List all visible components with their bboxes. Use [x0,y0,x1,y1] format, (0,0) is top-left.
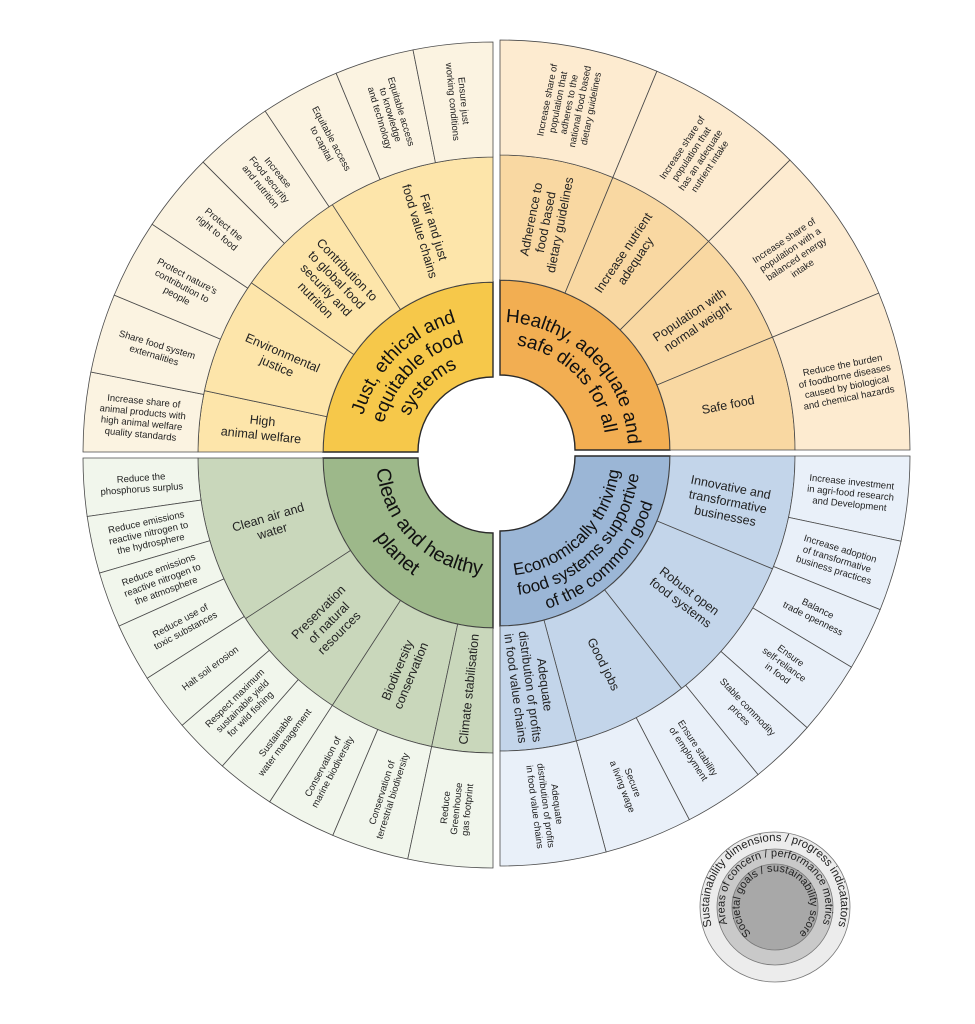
sustainability-dimension-segment[interactable] [82,457,202,517]
sustainability-dimension-segment[interactable] [407,746,494,869]
sustainability-dimension-segment[interactable] [269,704,379,836]
center-hole [423,381,570,527]
sustainability-dimension-segment[interactable] [146,615,270,726]
sustainability-dimension-segment[interactable] [181,649,299,767]
sustainability-dimension-label: ReduceGreenhousegas footprint [438,781,477,837]
area-of-concern-label: Innovative andtransformativebusinesses [684,473,772,531]
sustainability-dimension-segment[interactable] [499,740,607,867]
sustainability-dimension-label-line: gas footprint [460,783,476,837]
sustainability-dimension-segment[interactable] [86,499,211,574]
sustainability-dimension-segment[interactable] [118,578,245,679]
ring-legend: Sustainability dimensions / progress ind… [699,831,851,983]
area-of-concern-label-line: Adequate [534,657,555,712]
sustainability-dimension-label: Increase share ofanimal products withhig… [97,392,188,445]
area-of-concern-label-line: High [249,413,276,430]
sustainability-dimension-label-line: Reduce [439,791,453,825]
sustainability-dimension-segment[interactable] [221,679,333,803]
wheel-segments [82,39,911,869]
sustainability-dimension-label-line: Greenhouse [449,782,465,835]
sustainability-dimension-label-line: Ensure just [455,77,471,126]
sustainability-dimension-segment[interactable] [412,41,494,164]
sustainability-dimension-label: Increase share ofpopulation thatadheres … [534,58,605,150]
sustainability-dimension-label-line: Adequate [548,783,564,825]
sustainability-dimension-segment[interactable] [98,540,225,627]
legend-ring-inner [731,863,819,951]
sustainability-dimension-segment[interactable] [772,292,911,451]
sustainability-dimension-label-line: Reduce the [116,471,165,485]
sustainability-dimension-segment[interactable] [332,729,433,860]
